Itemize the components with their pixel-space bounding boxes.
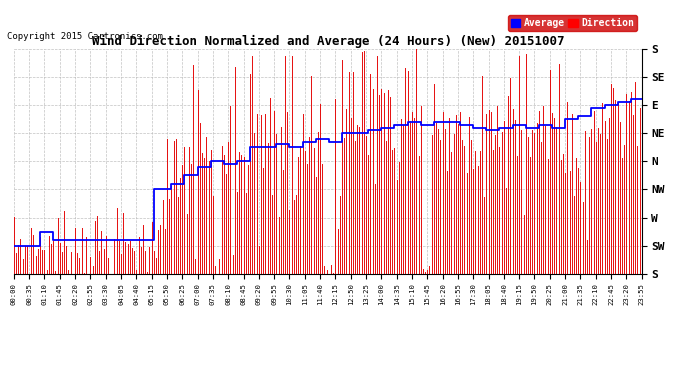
Title: Wind Direction Normalized and Average (24 Hours) (New) 20151007: Wind Direction Normalized and Average (2…: [92, 34, 564, 48]
Legend: Average, Direction: Average, Direction: [508, 15, 637, 31]
Text: Copyright 2015 Cartronics.com: Copyright 2015 Cartronics.com: [7, 32, 163, 41]
